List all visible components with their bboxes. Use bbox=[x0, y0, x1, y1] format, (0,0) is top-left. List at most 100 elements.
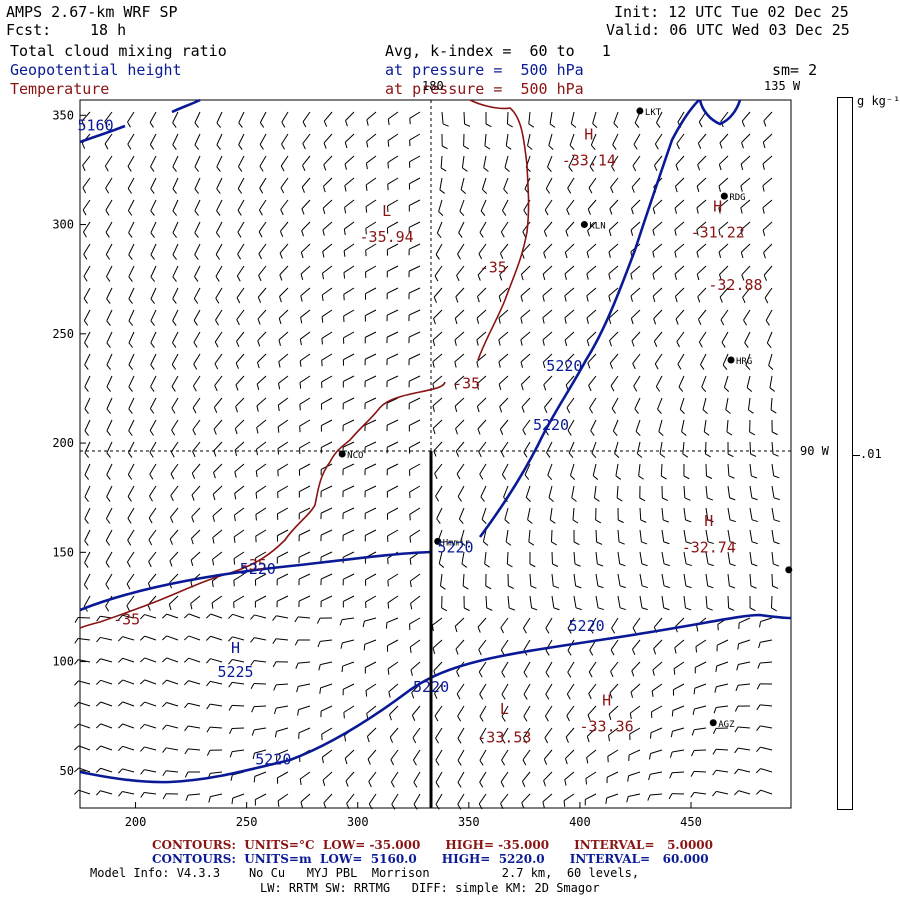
wind-barb bbox=[480, 485, 487, 502]
wind-barb bbox=[500, 771, 509, 788]
wind-barb bbox=[736, 661, 751, 671]
wind-barb bbox=[169, 573, 179, 589]
wind-barb bbox=[387, 529, 399, 542]
wind-barb bbox=[216, 133, 223, 150]
wind-barb bbox=[591, 441, 597, 459]
wind-barb bbox=[661, 595, 670, 611]
wind-barb bbox=[525, 485, 531, 503]
wind-barb bbox=[386, 639, 399, 652]
wind-barb bbox=[635, 419, 641, 437]
temp-label: H bbox=[713, 197, 722, 215]
wind-barb bbox=[480, 199, 487, 216]
temperature-contours bbox=[79, 99, 530, 629]
wind-barb bbox=[435, 243, 443, 260]
wind-barb bbox=[542, 265, 553, 281]
wind-barb bbox=[278, 375, 289, 390]
wind-barb bbox=[705, 529, 714, 545]
station-label: AGZ bbox=[718, 720, 735, 730]
wind-barb bbox=[149, 485, 157, 502]
wind-barb bbox=[408, 199, 421, 212]
wind-barb bbox=[727, 595, 735, 611]
temp-label: -31.22 bbox=[691, 224, 745, 242]
wind-barb bbox=[408, 419, 421, 432]
wind-barb bbox=[551, 573, 560, 589]
wind-barb bbox=[364, 397, 377, 410]
wind-barb bbox=[749, 485, 758, 501]
wind-barb bbox=[190, 595, 201, 610]
wind-barb bbox=[128, 243, 135, 260]
wind-barb bbox=[571, 485, 577, 502]
x-tick-label: 200 bbox=[125, 815, 147, 829]
wind-barb bbox=[74, 616, 91, 623]
wind-barb bbox=[194, 111, 201, 128]
wind-barb bbox=[771, 529, 780, 545]
wind-barb bbox=[702, 397, 708, 414]
temp-label: -33.36 bbox=[579, 718, 633, 736]
wind-barb bbox=[128, 287, 135, 304]
wind-barb bbox=[126, 595, 135, 612]
wind-barb bbox=[745, 353, 751, 371]
wind-barb bbox=[638, 463, 644, 480]
wind-barb bbox=[457, 243, 465, 260]
temp-label: -35 bbox=[240, 556, 267, 574]
y-tick-label: 300 bbox=[52, 218, 74, 232]
wind-barb bbox=[589, 617, 597, 634]
station-dot bbox=[709, 719, 717, 727]
wind-barb bbox=[611, 617, 619, 634]
wind-barb bbox=[771, 595, 777, 612]
wind-barb bbox=[82, 221, 91, 238]
wind-barb bbox=[719, 265, 729, 281]
wind-barb bbox=[749, 573, 757, 589]
height-label: 5220 bbox=[413, 678, 449, 696]
wind-barb bbox=[192, 419, 201, 436]
wind-barb bbox=[346, 793, 355, 810]
wind-barb bbox=[259, 133, 267, 150]
wind-barb bbox=[172, 133, 179, 150]
wind-barb bbox=[184, 680, 201, 686]
wind-barb bbox=[170, 441, 179, 458]
wind-barb bbox=[740, 243, 751, 259]
field-cloud: Total cloud mixing ratio bbox=[10, 42, 227, 60]
wind-barb bbox=[281, 111, 289, 128]
y-tick-label: 100 bbox=[52, 655, 74, 669]
wind-barb bbox=[365, 683, 377, 697]
wind-barb bbox=[741, 111, 751, 127]
wind-barb bbox=[213, 397, 223, 413]
wind-barb bbox=[276, 771, 289, 784]
wind-barb bbox=[741, 133, 751, 149]
wind-barb bbox=[501, 463, 509, 480]
wind-barb bbox=[608, 221, 619, 237]
wind-barb bbox=[542, 353, 553, 369]
wind-barb bbox=[727, 441, 734, 458]
wind-barb bbox=[726, 419, 733, 436]
station-dot bbox=[636, 107, 644, 115]
wind-barb bbox=[749, 507, 758, 523]
wind-barb bbox=[674, 265, 685, 280]
x-tick-label: 300 bbox=[347, 815, 369, 829]
wind-barb bbox=[322, 177, 333, 193]
wind-barb bbox=[725, 397, 731, 414]
wind-barb bbox=[234, 419, 245, 435]
wind-barb bbox=[255, 485, 267, 499]
wind-barb bbox=[633, 133, 641, 150]
wind-barb bbox=[595, 551, 604, 567]
temp-label: -35.94 bbox=[360, 228, 414, 246]
wind-barb bbox=[364, 375, 377, 388]
wind-barb bbox=[139, 657, 157, 663]
wind-barb bbox=[563, 793, 575, 807]
wind-barb bbox=[636, 441, 643, 458]
wind-barb bbox=[216, 177, 223, 194]
wind-barb bbox=[567, 661, 575, 678]
wind-barb bbox=[674, 243, 685, 258]
wind-barb bbox=[566, 683, 575, 700]
wind-barb bbox=[413, 749, 421, 766]
wind-barb bbox=[258, 265, 267, 282]
wind-barb bbox=[564, 309, 575, 324]
wind-barb bbox=[477, 617, 487, 633]
wind-barb bbox=[715, 661, 729, 673]
wind-barb bbox=[441, 133, 448, 150]
wind-barb bbox=[322, 199, 333, 215]
wind-barb bbox=[567, 617, 575, 634]
wind-barb bbox=[550, 529, 557, 546]
wind-barb bbox=[251, 727, 267, 736]
